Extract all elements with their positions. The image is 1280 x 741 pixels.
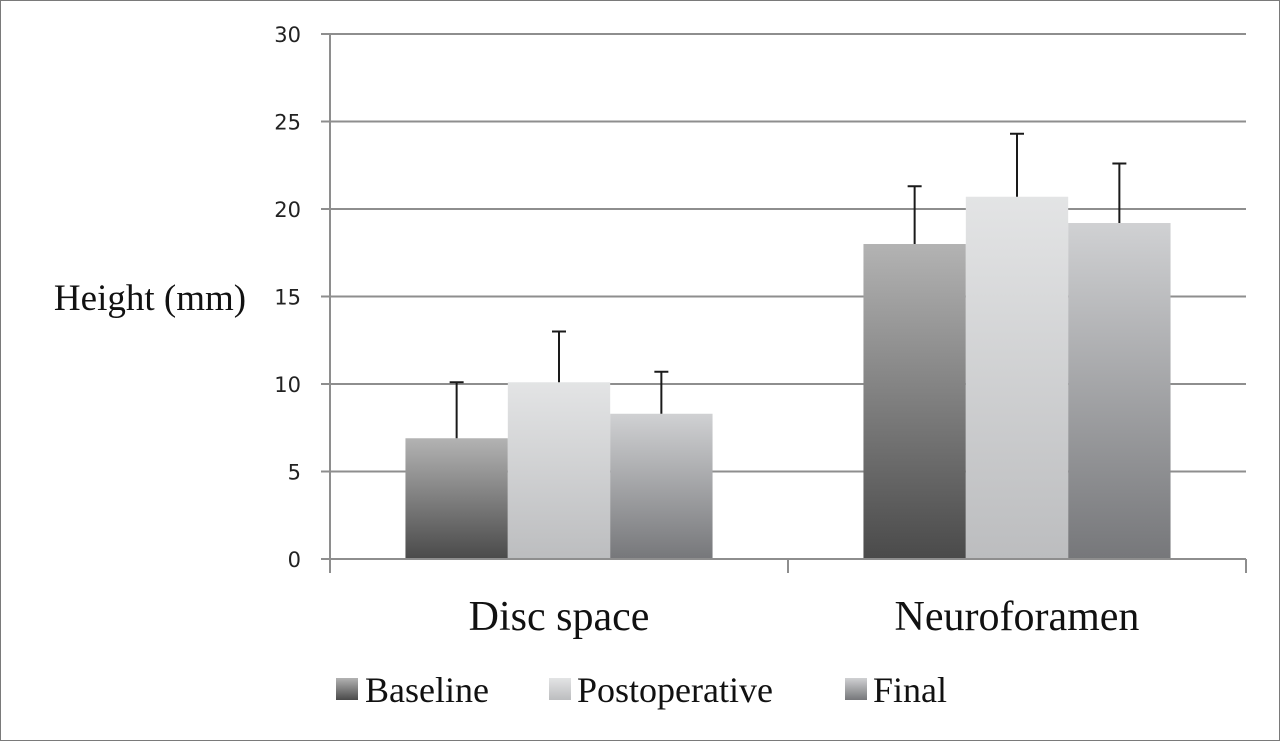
axes: 0 5 10 15 20 25 30 — [274, 23, 1247, 573]
y-tick-label: 20 — [274, 198, 301, 222]
y-tick-label: 0 — [288, 548, 301, 572]
legend-label-baseline: Baseline — [365, 670, 489, 710]
y-tick-label: 25 — [274, 111, 301, 135]
legend-swatch-baseline — [336, 678, 358, 700]
y-tick-label: 15 — [274, 286, 301, 310]
bar-final-neuroforamen — [1068, 223, 1171, 559]
bar-baseline-neuroforamen — [863, 244, 966, 559]
bar-final-disc-space — [610, 413, 713, 559]
y-tick-label: 5 — [288, 461, 301, 485]
legend: Baseline Postoperative Final — [336, 670, 947, 710]
x-category-label: Neuroforamen — [895, 594, 1140, 640]
bar-postoperative-neuroforamen — [965, 196, 1069, 559]
x-category-label: Disc space — [469, 594, 650, 640]
legend-label-final: Final — [873, 670, 947, 710]
legend-swatch-final — [845, 678, 867, 700]
bar-baseline-disc-space — [405, 438, 508, 559]
error-bars — [449, 132, 1127, 439]
y-tick-label: 30 — [274, 23, 301, 47]
legend-swatch-postoperative — [549, 678, 571, 700]
y-tick-label: 10 — [274, 373, 301, 397]
bars — [405, 196, 1171, 559]
y-axis-label: Height (mm) — [54, 278, 246, 319]
category-labels: Disc space Neuroforamen — [469, 594, 1140, 640]
legend-label-postoperative: Postoperative — [577, 670, 773, 710]
bar-postoperative-disc-space — [507, 382, 611, 559]
